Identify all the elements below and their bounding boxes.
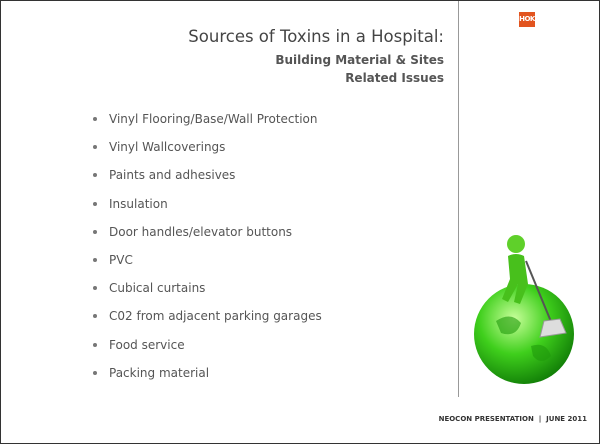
footer: NEOCON PRESENTATION | JUNE 2011 (439, 415, 587, 423)
bullet-item: PVC (91, 250, 322, 278)
bullet-item: Food service (91, 335, 322, 363)
bullet-item: Paints and adhesives (91, 165, 322, 193)
bullet-item: Vinyl Wallcoverings (91, 137, 322, 165)
subtitle: Building Material & Sites Related Issues (244, 51, 444, 87)
globe-illustration (456, 226, 596, 396)
bullet-item: Cubical curtains (91, 278, 322, 306)
slide: Sources of Toxins in a Hospital: Buildin… (0, 0, 600, 444)
bullet-item: C02 from adjacent parking garages (91, 306, 322, 334)
title: Sources of Toxins in a Hospital: (124, 27, 444, 46)
bullet-item: Insulation (91, 194, 322, 222)
bullet-item: Door handles/elevator buttons (91, 222, 322, 250)
bullet-item: Vinyl Flooring/Base/Wall Protection (91, 109, 322, 137)
logo: HOK (519, 12, 535, 27)
bullet-item: Packing material (91, 363, 322, 391)
